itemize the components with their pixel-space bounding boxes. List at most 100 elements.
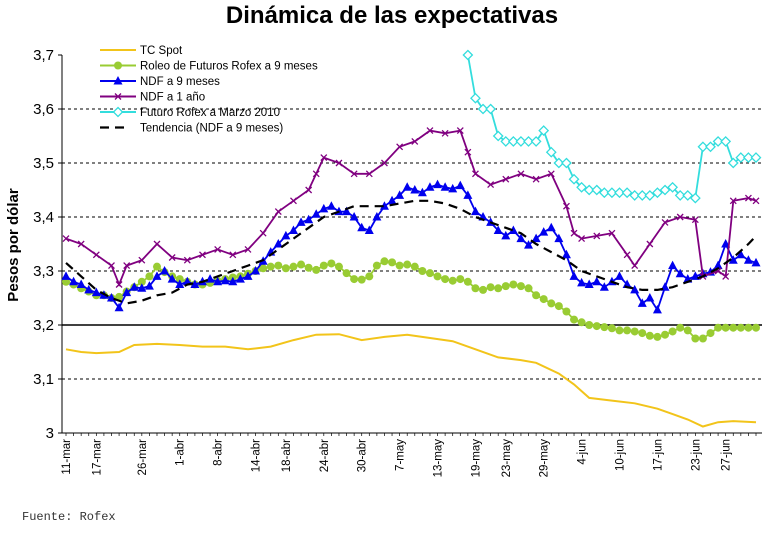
y-tick-label: 3,5 [33, 155, 54, 172]
data-point [592, 276, 602, 286]
data-point [426, 127, 434, 135]
data-point [532, 175, 540, 183]
data-point [334, 262, 343, 271]
data-point [214, 245, 222, 253]
data-point [515, 135, 527, 147]
data-point [721, 323, 730, 332]
legend-label: NDF a 1 año [140, 92, 205, 104]
data-point [501, 282, 510, 291]
legend-label: Roleo de Futuros Rofex a 9 meses [140, 61, 318, 73]
data-point [494, 284, 503, 293]
data-point [569, 271, 579, 280]
data-point [319, 203, 329, 213]
data-point [326, 201, 336, 210]
data-point [380, 257, 389, 266]
data-point [646, 240, 654, 248]
data-point [645, 331, 654, 340]
data-point [485, 103, 497, 115]
data-point [342, 269, 351, 278]
data-point [425, 269, 434, 278]
data-point [570, 315, 579, 324]
data-point [123, 262, 131, 270]
source-note: Fuente: Rofex [22, 510, 116, 524]
data-point [750, 152, 762, 164]
data-point [742, 152, 754, 164]
data-point [659, 184, 671, 196]
data-point [470, 92, 481, 104]
data-point [530, 135, 542, 147]
data-point [152, 262, 161, 271]
data-point [744, 323, 753, 332]
data-point [553, 157, 565, 169]
data-point [477, 103, 489, 115]
data-point [697, 141, 709, 153]
chart-series [61, 49, 762, 428]
data-point [568, 173, 580, 185]
data-point [736, 323, 745, 332]
legend-item: NDF a 1 año [100, 92, 205, 104]
x-tick-label: 26-mar [137, 439, 149, 476]
gridlines [62, 108, 762, 380]
data-point [138, 256, 146, 264]
data-point [471, 284, 480, 293]
y-tick-label: 3,1 [33, 371, 54, 388]
data-point [516, 233, 526, 243]
data-point [319, 261, 328, 270]
data-point [577, 318, 586, 327]
y-tick-label: 3,6 [33, 101, 54, 118]
data-point [720, 135, 732, 147]
data-point [440, 182, 450, 191]
legend-label: NDF a 9 meses [140, 76, 220, 88]
data-point [312, 170, 320, 178]
data-point [297, 260, 306, 269]
data-point [593, 232, 601, 240]
data-point [281, 230, 291, 240]
data-point [471, 170, 479, 178]
data-point [213, 276, 223, 286]
x-tick-label: 18-abr [281, 439, 293, 472]
data-point [509, 280, 518, 289]
data-point [114, 93, 122, 100]
data-point [585, 321, 594, 329]
data-point [470, 206, 480, 216]
data-point [122, 287, 132, 297]
data-point [381, 159, 388, 167]
data-point [335, 159, 343, 167]
data-point [508, 225, 518, 234]
data-point [523, 135, 534, 147]
data-point [115, 281, 123, 288]
legend-label: Futuro Rofex a Marzo 2010 [140, 107, 280, 119]
y-axis-label: Pesos por dólar [5, 188, 22, 302]
data-point [433, 179, 443, 189]
data-point [638, 329, 647, 338]
data-point [676, 213, 684, 221]
data-point [486, 283, 495, 292]
data-point [562, 307, 571, 316]
data-point [77, 240, 85, 248]
data-point [327, 259, 336, 268]
data-point [584, 279, 594, 288]
data-point [493, 225, 503, 234]
data-point [577, 277, 587, 287]
data-point [402, 182, 412, 191]
data-point [455, 180, 465, 190]
data-point [167, 274, 177, 283]
data-point [608, 229, 616, 237]
data-point [243, 271, 253, 280]
data-point [350, 170, 358, 178]
x-tick-label: 10-jun [615, 439, 627, 471]
data-point [714, 323, 723, 332]
y-tick-label: 3,7 [33, 47, 54, 64]
data-point [562, 202, 570, 210]
y-tick-label: 3,2 [33, 317, 54, 334]
data-point [674, 189, 686, 201]
x-tick-label: 17-mar [91, 439, 103, 476]
legend-item: Tendencia (NDF a 9 meses) [100, 123, 283, 135]
data-point [591, 184, 603, 196]
data-point [175, 279, 185, 288]
legend-item: NDF a 9 meses [100, 76, 220, 88]
data-point [630, 327, 639, 336]
data-point [281, 264, 290, 273]
data-point [379, 201, 389, 210]
data-point [114, 61, 122, 70]
